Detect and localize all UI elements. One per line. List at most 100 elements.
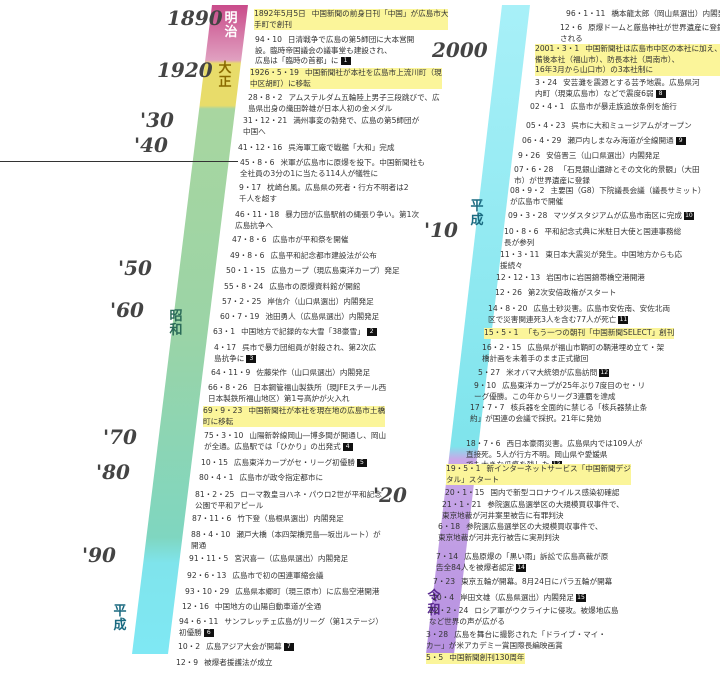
era-label: 昭和 xyxy=(169,309,183,338)
timeline-event: 2001・3・1 中国新聞社は広島市中区の本社に加え、 備後本社（福山市）、防長本社… xyxy=(535,44,720,76)
event-text: 広島市で初の国連軍縮会議 xyxy=(232,571,324,580)
event-text-cont: タル」スタート xyxy=(446,474,500,484)
event-text-cont: 市）が世界遺産に登録 xyxy=(514,175,590,185)
event-text-cont: される xyxy=(560,33,583,43)
event-text: 山陽新幹線岡山―博多間が開通し、岡山 xyxy=(249,431,387,440)
timeline-event: 28・8・2 アムステルダム五輪陸上男子三段跳びで、広 島県出身の織田幹雄が日本人初… xyxy=(248,93,440,114)
timeline-event: 87・11・6 竹下登（島根県選出）内閣発足 xyxy=(192,514,344,525)
event-text-cont: 手町で創刊 xyxy=(254,19,292,29)
event-text-cont: 区で災害関連死3人を含む77人が死亡 xyxy=(488,314,617,324)
event-text-cont: 日本製鉄所福山地区）第1号高炉が火入れ xyxy=(208,393,350,403)
event-text: 新インターネットサービス「中国新聞デジ xyxy=(486,464,631,473)
event-date: 9・26 xyxy=(518,151,541,160)
timeline-event: 06・4・29 瀬戸内しまなみ海道が全線開通 9 xyxy=(522,136,686,147)
event-text: サンフレッチェ広島がJリーグ（第1ステージ） xyxy=(224,617,383,626)
photo-number-badge: 14 xyxy=(516,563,527,572)
timeline-event: 12・6 原爆ドームと厳島神社が世界遺産に登録 される xyxy=(560,23,720,44)
event-text: ローマ教皇ヨハネ・パウロ2世が平和記念 xyxy=(240,490,382,499)
event-text: 宮沢喜一（広島県選出）内閣発足 xyxy=(234,554,349,563)
event-text-cont: 公園で平和アピール xyxy=(195,500,264,510)
event-text: 広島アジア大会が開幕 xyxy=(206,642,282,651)
event-text-cont: 約」が国連の会議で採択。21年に発効 xyxy=(470,413,602,423)
event-text: 広島県本郷町（現三原市）に広島空港開港 xyxy=(235,587,380,596)
event-text: 瀬戸大橋（本四架橋児島―坂出ルート）が xyxy=(236,530,381,539)
timeline-event: 12・26 第2次安倍政権がスタート xyxy=(495,288,616,299)
event-text-cont: が広島市で開催 xyxy=(510,196,564,206)
timeline-event: 75・3・10 山陽新幹線岡山―博多間が開通し、岡山 が全通。広島駅では「ひかり」の… xyxy=(204,431,386,452)
event-date: 7・14 xyxy=(436,552,459,561)
timeline-event: 7・23 東京五輪が開幕。8月24日にパラ五輪が開幕 xyxy=(433,577,612,588)
timeline-event: 9・10 広島東洋カープが25年ぶり7度目のセ・リ ーグ優勝。この年からリーグ3連覇… xyxy=(474,381,645,402)
event-date: 64・11・9 xyxy=(211,368,251,377)
event-text-cont: 16年3月から山口市）の3本社制に xyxy=(535,65,654,75)
timeline-event: 21・1・21 参院選広島選挙区の大規模買収事件で、 東京地裁が河井案里被告に有罪判… xyxy=(442,500,624,521)
event-date: 5・5 xyxy=(426,653,444,662)
event-text-cont: 東京地裁が河井克行被告に実刑判決 xyxy=(438,532,560,542)
event-text: 暴力団が広島駅前の縄張り争い。第1次 xyxy=(285,210,420,219)
event-text: 呉市に大和ミュージアムがオープン xyxy=(571,121,692,130)
year-marker: '20 xyxy=(373,483,407,507)
event-date: 15・5・1 xyxy=(484,328,519,337)
event-text: 日清戦争で広島の第5師団に大本営開 xyxy=(287,35,415,44)
event-date: 2001・3・1 xyxy=(535,44,580,53)
timeline-event: 08・9・2 主要国（G8）下院議長会議（議長サミット） が広島市で開催 xyxy=(510,186,706,207)
event-date: 10・15 xyxy=(201,458,228,467)
timeline-event: 49・8・6 広島平和記念都市建設法が公布 xyxy=(230,251,377,262)
event-text: 呉市で暴力団組員が射殺され、第2次広 xyxy=(242,343,377,352)
timeline-event: 57・2・25 岸信介（山口県選出）内閣発足 xyxy=(222,297,374,308)
event-date: 14・8・20 xyxy=(488,304,528,313)
event-date: 1926・5・19 xyxy=(250,68,300,77)
era-label: 平成 xyxy=(470,199,484,228)
year-marker: 2000 xyxy=(432,38,488,62)
event-date: 94・6・11 xyxy=(179,617,219,626)
event-date: 81・2・25 xyxy=(195,490,235,499)
event-text: 国内で新型コロナウイルス感染初確認 xyxy=(490,488,620,497)
event-text: 中国地方の山陽自動車道が全通 xyxy=(214,602,322,611)
timeline-event: 3・24 安芸灘を震源とする芸予地震。広島県河 内町（現東広島市）などで震度6弱 8 xyxy=(535,78,700,99)
event-date: 02・4・1 xyxy=(530,102,565,111)
event-date: 18・7・6 xyxy=(466,439,501,448)
timeline-event: 17・7・7 核兵器を全面的に禁じる「核兵器禁止条 約」が国連の会議で採択。21年に… xyxy=(470,403,647,424)
timeline-event: 16・2・15 広島県が福山市鞆町の鞆港埋め立て・架 橋計画を未着手のまま正式撤回 xyxy=(482,343,664,364)
event-date: 22・2・24 xyxy=(429,606,469,615)
event-text: 原爆ドームと厳島神社が世界遺産に登録 xyxy=(588,23,720,32)
timeline-event: 80・4・1 広島市が政令指定都市に xyxy=(199,473,323,484)
event-date: 11・3・11 xyxy=(500,250,540,259)
year-marker: '90 xyxy=(82,543,116,567)
event-date: 60・7・19 xyxy=(220,312,260,321)
event-date: 3・24 xyxy=(535,78,558,87)
event-text-cont: 島県出身の織田幹雄が日本人初の金メダル xyxy=(248,103,393,113)
event-text-cont: 備後本社（福山市）、防長本社（周南市）、 xyxy=(535,54,680,64)
event-text: 岩国市に岩国錦帯橋空港開港 xyxy=(546,273,645,282)
event-text: 被爆者援護法が成立 xyxy=(204,658,273,667)
event-date: 12・26 xyxy=(495,288,522,297)
photo-number-badge: 2 xyxy=(366,328,377,336)
event-text: 広島市が暴走族追放条例を施行 xyxy=(570,102,677,111)
timeline-event: 4・17 呉市で暴力団組員が射殺され、第2次広 島抗争に 3 xyxy=(214,343,376,364)
event-text-cont: 千人を超す xyxy=(239,193,277,203)
event-text-cont: 中区胡町）に移転 xyxy=(250,78,311,88)
event-text-cont: 広島は「臨時の首都」に xyxy=(255,56,339,66)
event-text: 中国新聞社が本社を現在地の広島市土橋 xyxy=(248,406,386,415)
event-text: 広島東洋カープが25年ぶり7度目のセ・リ xyxy=(502,381,646,390)
event-date: 55・8・24 xyxy=(224,282,264,291)
timeline-event: 93・10・29 広島県本郷町（現三原市）に広島空港開港 xyxy=(185,587,379,598)
event-date: 12・6 xyxy=(560,23,583,32)
event-date: 10・8・6 xyxy=(504,227,539,236)
timeline-event: 15・5・1 「もう一つの朝刊「中国新聞SELECT」創刊 xyxy=(484,328,675,339)
timeline-event: 7・14 広島原爆の「黒い雨」訴訟で広島高裁が原 告全84人を被爆者認定 14 xyxy=(436,552,608,573)
timeline-event: 6・18 参院選広島選挙区の大規模買収事件で、 東京地裁が河井克行被告に実刑判決 xyxy=(438,522,602,543)
timeline-event: 07・6・28 「石見銀山遺跡とその文化的景観」（大田 市）が世界遺産に登録 xyxy=(514,165,700,186)
event-text: 岸田文雄（広島県選出）内閣発足 xyxy=(460,593,574,602)
event-text: 「もう一つの朝刊「中国新聞SELECT」創刊 xyxy=(524,328,675,337)
timeline-event: 22・2・24 ロシア軍がウクライナに侵攻。被爆地広島 など世界の声が広がる xyxy=(429,606,619,627)
timeline-event: 63・1 中国地方で記録的な大雪「38豪雪」 2 xyxy=(213,327,377,338)
event-text-cont: 開通 xyxy=(191,540,207,550)
photo-number-badge: 9 xyxy=(675,137,686,145)
event-text: 中国新聞の前身日刊「中国」が広島市大 xyxy=(311,9,449,18)
event-date: 4・17 xyxy=(214,343,237,352)
event-date: 91・11・5 xyxy=(189,554,229,563)
event-text: 東京五輪が開幕。8月24日にパラ五輪が開幕 xyxy=(461,577,613,586)
timeline-event: 94・10 日清戦争で広島の第5師団に大本営開 設。臨時帝国議会の議事堂も建設され、… xyxy=(255,35,414,67)
